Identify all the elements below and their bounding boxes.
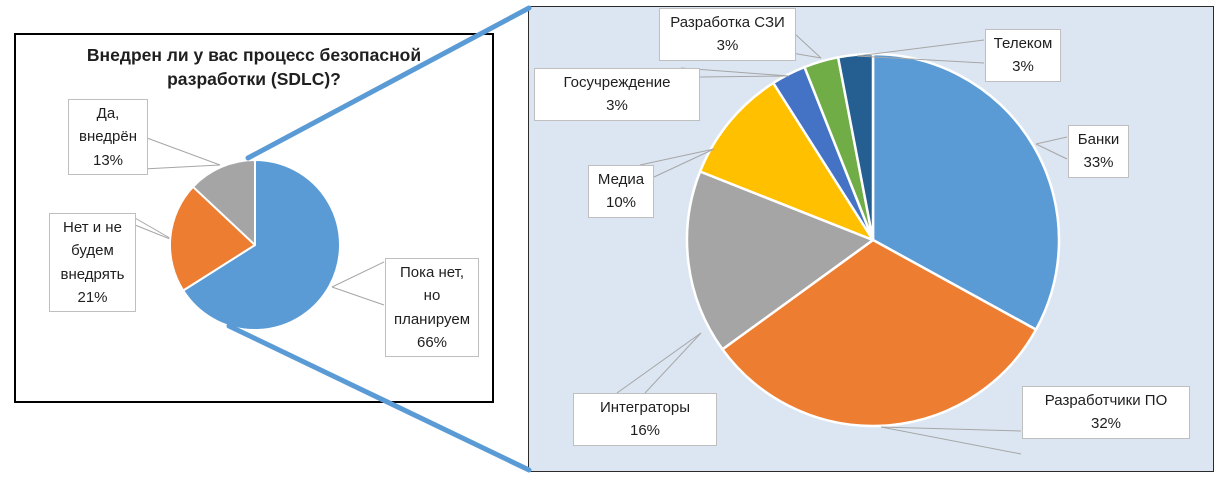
- label-integrators-16: Интеграторы 16%: [573, 393, 717, 446]
- right-pie-svg: [616, 33, 1068, 455]
- pie-slice-no: [169, 185, 256, 292]
- left-chart-frame: Внедрен ли у вас процесс безопасной разр…: [14, 33, 494, 403]
- label-devs-32: Разработчики ПО 32%: [1022, 386, 1190, 439]
- pie-slice-integrators: [685, 170, 875, 351]
- left-pie: [169, 158, 341, 331]
- label-planned-66: Пока нет, но планируем 66%: [385, 258, 479, 357]
- label-no-21: Нет и не будем внедрять 21%: [49, 213, 136, 312]
- label-szi-3: Разработка СЗИ 3%: [659, 8, 796, 61]
- right-leader-lines: [616, 33, 1068, 455]
- pie-slice-media: [698, 81, 875, 242]
- label-telecom-3: Телеком 3%: [985, 29, 1061, 82]
- pie-slice-planned: [182, 159, 341, 331]
- pie-slice-devs: [721, 238, 1038, 428]
- pie-slice-banks: [871, 52, 1061, 331]
- label-banks-33: Банки 33%: [1068, 125, 1129, 178]
- label-media-10: Медиа 10%: [588, 165, 654, 218]
- left-leader-lines: [127, 137, 385, 306]
- label-yes-13: Да, внедрён 13%: [68, 99, 148, 175]
- right-pie: [685, 52, 1061, 428]
- label-gov-3: Госучреждение 3%: [534, 68, 700, 121]
- right-chart-panel: Разработка СЗИ 3% Телеком 3% Госучрежден…: [528, 6, 1214, 472]
